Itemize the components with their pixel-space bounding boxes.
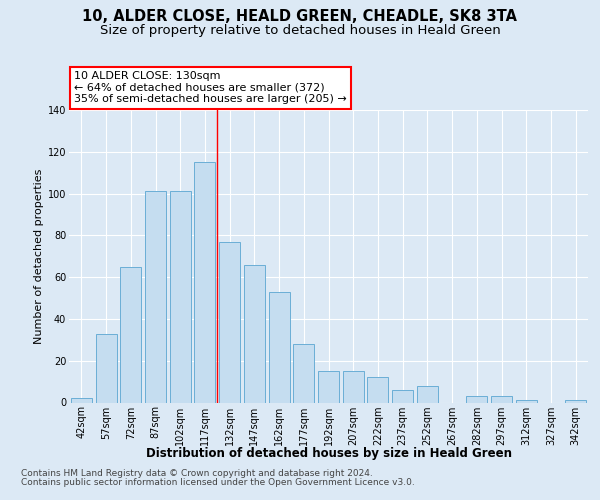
Bar — [491, 396, 512, 402]
Text: Contains public sector information licensed under the Open Government Licence v3: Contains public sector information licen… — [21, 478, 415, 487]
Bar — [145, 192, 166, 402]
Bar — [71, 398, 92, 402]
Bar — [343, 371, 364, 402]
Bar — [392, 390, 413, 402]
Bar — [293, 344, 314, 403]
Text: 10, ALDER CLOSE, HEALD GREEN, CHEADLE, SK8 3TA: 10, ALDER CLOSE, HEALD GREEN, CHEADLE, S… — [83, 9, 517, 24]
Bar — [219, 242, 240, 402]
Text: Distribution of detached houses by size in Heald Green: Distribution of detached houses by size … — [146, 448, 512, 460]
Bar — [120, 266, 141, 402]
Y-axis label: Number of detached properties: Number of detached properties — [34, 168, 44, 344]
Bar — [269, 292, 290, 403]
Bar — [244, 264, 265, 402]
Text: Size of property relative to detached houses in Heald Green: Size of property relative to detached ho… — [100, 24, 500, 37]
Bar — [194, 162, 215, 402]
Bar — [565, 400, 586, 402]
Bar — [417, 386, 438, 402]
Text: 10 ALDER CLOSE: 130sqm
← 64% of detached houses are smaller (372)
35% of semi-de: 10 ALDER CLOSE: 130sqm ← 64% of detached… — [74, 71, 347, 104]
Bar — [466, 396, 487, 402]
Bar — [318, 371, 339, 402]
Bar — [516, 400, 537, 402]
Text: Contains HM Land Registry data © Crown copyright and database right 2024.: Contains HM Land Registry data © Crown c… — [21, 469, 373, 478]
Bar — [170, 192, 191, 402]
Bar — [95, 334, 116, 402]
Bar — [367, 378, 388, 402]
